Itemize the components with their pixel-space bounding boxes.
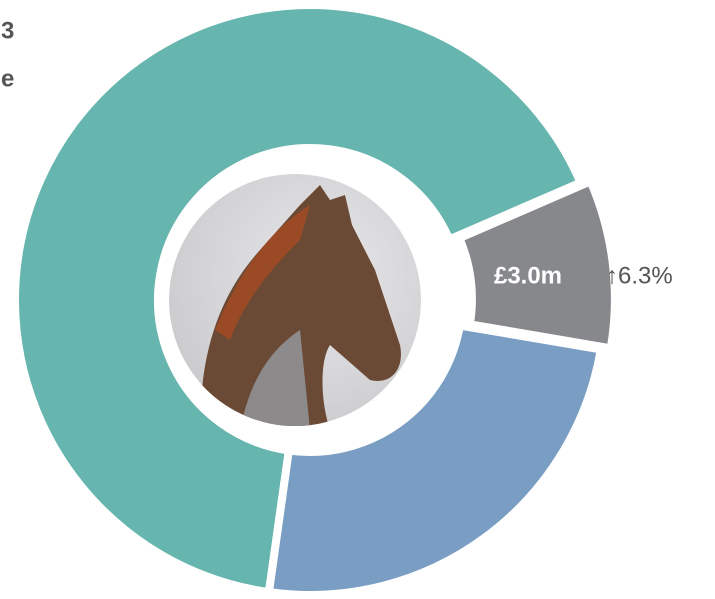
title-fragment: e [1, 65, 14, 92]
center-photo [169, 174, 421, 430]
value-label: £3.0m [494, 262, 562, 289]
change-annotation: ↑6.3% [606, 262, 673, 289]
chart: £3.0m ↑6.3% 3 e [0, 0, 715, 599]
title-fragment: 3 [1, 17, 14, 44]
